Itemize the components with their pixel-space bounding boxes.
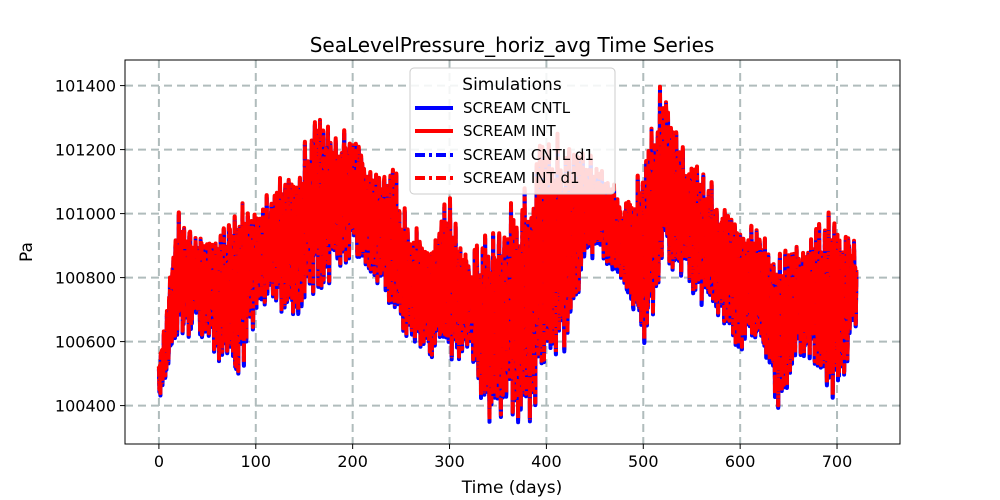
x-axis-label: Time (days) [461, 478, 562, 498]
legend: Simulations SCREAM CNTL SCREAM INT SCREA… [409, 67, 616, 195]
chart-title: SeaLevelPressure_horiz_avg Time Series [310, 33, 715, 57]
x-tick-label: 400 [531, 452, 562, 471]
series-scream-int-d1 [156, 85, 859, 422]
y-tick-label: 100400 [55, 397, 116, 416]
y-tick-label: 101200 [55, 141, 116, 160]
legend-title: Simulations [462, 75, 562, 95]
legend-box [409, 67, 616, 195]
y-ticks: 100400 100600 100800 101000 101200 101400 [55, 77, 125, 416]
plot-frame [124, 59, 901, 445]
legend-entry-int-d1: SCREAM INT d1 [463, 169, 580, 187]
x-tick-label: 300 [434, 452, 465, 471]
x-tick-label: 200 [337, 452, 368, 471]
legend-entry-cntl: SCREAM CNTL [463, 99, 571, 117]
y-tick-label: 101000 [55, 205, 116, 224]
x-ticks: 0 100 200 300 400 500 600 700 [154, 444, 852, 471]
legend-entry-cntl-d1: SCREAM CNTL d1 [463, 146, 594, 164]
x-tick-label: 600 [725, 452, 756, 471]
y-axis-label: Pa [17, 242, 37, 262]
y-tick-label: 101400 [55, 77, 116, 96]
y-tick-label: 100600 [55, 333, 116, 352]
x-tick-label: 700 [822, 452, 853, 471]
plot-series [156, 84, 859, 425]
x-tick-label: 0 [154, 452, 164, 471]
y-tick-label: 100800 [55, 269, 116, 288]
x-tick-label: 100 [241, 452, 272, 471]
legend-entry-int: SCREAM INT [463, 122, 557, 140]
x-tick-label: 500 [628, 452, 659, 471]
